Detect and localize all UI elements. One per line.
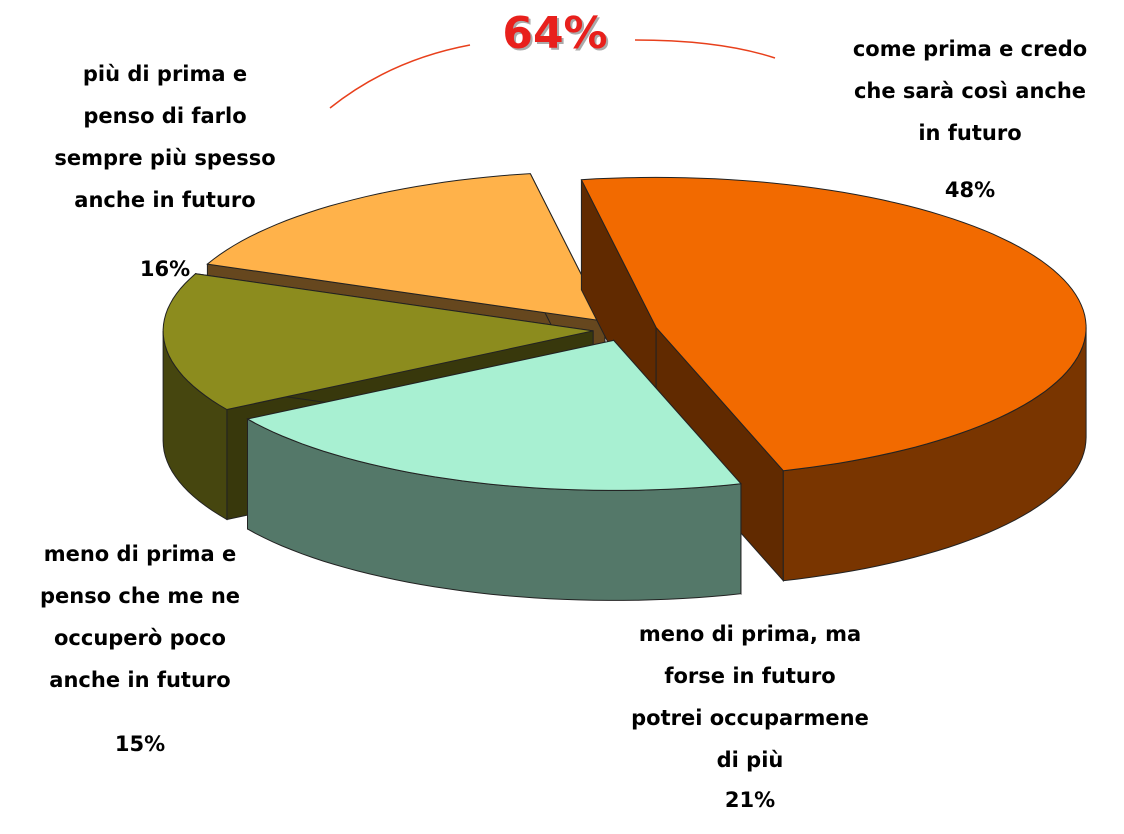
slice: [246, 339, 742, 491]
slice-label: più di prima e penso di farlo sempre più…: [54, 62, 276, 212]
value-label: 16%: [139, 257, 191, 281]
value-label: 21%: [724, 788, 776, 812]
slice: [580, 176, 1087, 472]
value-label: 15%: [114, 732, 166, 756]
value-label: 48%: [944, 178, 996, 202]
annotation: 64%: [502, 8, 608, 59]
slice-label: come prima e credo che sarà così anche i…: [852, 37, 1088, 145]
annotation-line: [634, 39, 776, 59]
slice-label: meno di prima, ma forse in futuro potrei…: [631, 622, 869, 772]
slice: [162, 273, 594, 411]
slice-label: meno di prima e penso che me ne occuperò…: [39, 542, 241, 692]
annotation-line: [329, 44, 471, 109]
slice: [206, 173, 606, 322]
